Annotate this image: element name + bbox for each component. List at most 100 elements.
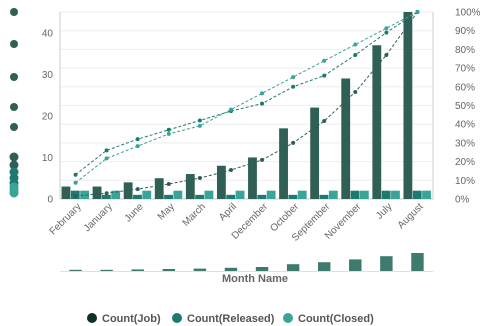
scroll-dot <box>9 160 19 170</box>
bar-countreleased[interactable] <box>133 194 142 199</box>
bar-countclosed[interactable] <box>422 190 431 199</box>
cumulative-point[interactable] <box>322 73 327 78</box>
x-tick-label: August <box>396 201 426 231</box>
cumulative-point[interactable] <box>166 131 171 136</box>
bar-countreleased[interactable] <box>257 194 267 199</box>
cumulative-point[interactable] <box>135 137 140 142</box>
cumulative-point[interactable] <box>384 53 389 58</box>
cumulative-point[interactable] <box>260 101 265 106</box>
bar-countjob[interactable] <box>92 186 102 199</box>
cumulative-point[interactable] <box>104 191 109 196</box>
navigator-bar <box>286 264 300 271</box>
cumulative-point[interactable] <box>260 157 265 162</box>
cumulative-point[interactable] <box>353 53 358 58</box>
cumulative-lines <box>73 10 420 199</box>
y-tick-label: 30 <box>42 70 54 81</box>
legend-marker <box>87 313 97 323</box>
cumulative-point[interactable] <box>291 84 296 89</box>
bar-countjob[interactable] <box>185 174 195 199</box>
y2-tick-label: 70% <box>455 64 475 75</box>
bar-countclosed[interactable] <box>297 190 307 199</box>
x-tick-label: January <box>82 201 115 234</box>
y2-tick-label: 40% <box>455 120 475 131</box>
navigator-bar <box>100 269 113 271</box>
y2-tick-label: 10% <box>455 176 475 187</box>
y2-tick-label: 60% <box>455 82 475 93</box>
cumulative-point[interactable] <box>291 75 296 80</box>
bar-countjob[interactable] <box>372 45 382 199</box>
legend-label[interactable]: Count(Job) <box>102 313 161 325</box>
scroll-dot <box>10 40 18 48</box>
cumulative-point[interactable] <box>104 156 109 161</box>
bar-countjob[interactable] <box>216 165 226 199</box>
legend-label[interactable]: Count(Released) <box>187 313 275 325</box>
cumulative-point[interactable] <box>322 119 327 124</box>
x-tick-label: April <box>217 201 239 223</box>
navigator-bar <box>193 268 207 271</box>
bar-countjob[interactable] <box>279 128 288 199</box>
bar-countreleased[interactable] <box>319 194 329 199</box>
cumulative-point[interactable] <box>104 148 109 153</box>
y2-tick-label: 30% <box>455 138 475 149</box>
bar-countreleased[interactable] <box>101 194 111 199</box>
cumulative-point[interactable] <box>353 90 358 95</box>
cumulative-point[interactable] <box>73 172 78 177</box>
x-tick-label: June <box>123 201 146 224</box>
bar-countclosed[interactable] <box>111 190 121 199</box>
cumulative-point[interactable] <box>260 91 265 96</box>
cumulative-point[interactable] <box>197 123 202 128</box>
cumulative-point[interactable] <box>166 127 171 132</box>
legend-label[interactable]: Count(Closed) <box>298 313 374 325</box>
cumulative-point[interactable] <box>384 26 389 31</box>
bar-countjob[interactable] <box>154 178 164 199</box>
bar-countclosed[interactable] <box>204 190 214 199</box>
bar-countjob[interactable] <box>341 78 351 199</box>
bar-countclosed[interactable] <box>391 190 400 199</box>
bar-countclosed[interactable] <box>173 190 183 199</box>
navigator-bar <box>162 269 176 271</box>
cumulative-point[interactable] <box>166 182 171 187</box>
navigator-bar <box>380 256 393 271</box>
navigator-bar <box>255 267 269 271</box>
cumulative-point[interactable] <box>322 58 327 63</box>
navigator-bar <box>411 253 424 271</box>
y-tick-label: 0 <box>47 195 53 206</box>
cumulative-point[interactable] <box>73 180 78 185</box>
scroll-dot <box>10 73 18 81</box>
bar-countjob[interactable] <box>61 186 71 199</box>
cumulative-point[interactable] <box>384 30 389 35</box>
bar-countreleased[interactable] <box>412 190 422 199</box>
cumulative-point[interactable] <box>228 107 233 112</box>
cumulative-point[interactable] <box>197 118 202 123</box>
bar-countclosed[interactable] <box>80 190 90 199</box>
bar-countjob[interactable] <box>403 12 413 199</box>
y2-tick-label: 90% <box>455 26 475 37</box>
cumulative-point[interactable] <box>135 144 140 149</box>
range-navigator[interactable] <box>60 253 433 272</box>
legend-marker <box>172 313 182 323</box>
cumulative-point[interactable] <box>415 10 420 14</box>
x-tick-label: July <box>374 201 394 221</box>
bar-countreleased[interactable] <box>350 190 360 199</box>
cumulative-point[interactable] <box>197 176 202 181</box>
bar-countclosed[interactable] <box>266 190 276 199</box>
bar-countclosed[interactable] <box>328 190 338 199</box>
cumulative-point[interactable] <box>291 140 296 145</box>
cumulative-point[interactable] <box>353 42 358 47</box>
bar-countreleased[interactable] <box>381 190 391 199</box>
bar-countreleased[interactable] <box>164 194 173 199</box>
bar-countclosed[interactable] <box>359 190 369 199</box>
bar-countreleased[interactable] <box>226 194 236 199</box>
bar-countclosed[interactable] <box>235 190 245 199</box>
bar-countreleased[interactable] <box>195 194 205 199</box>
cumulative-point[interactable] <box>135 187 140 192</box>
bar-countjob[interactable] <box>248 157 257 199</box>
cumulative-line <box>75 11 418 197</box>
bar-countclosed[interactable] <box>142 190 152 199</box>
cumulative-point[interactable] <box>73 194 78 199</box>
bar-countreleased[interactable] <box>288 194 298 199</box>
scroll-dot <box>10 103 18 111</box>
bar-countjob[interactable] <box>310 107 320 199</box>
cumulative-point[interactable] <box>228 168 233 173</box>
